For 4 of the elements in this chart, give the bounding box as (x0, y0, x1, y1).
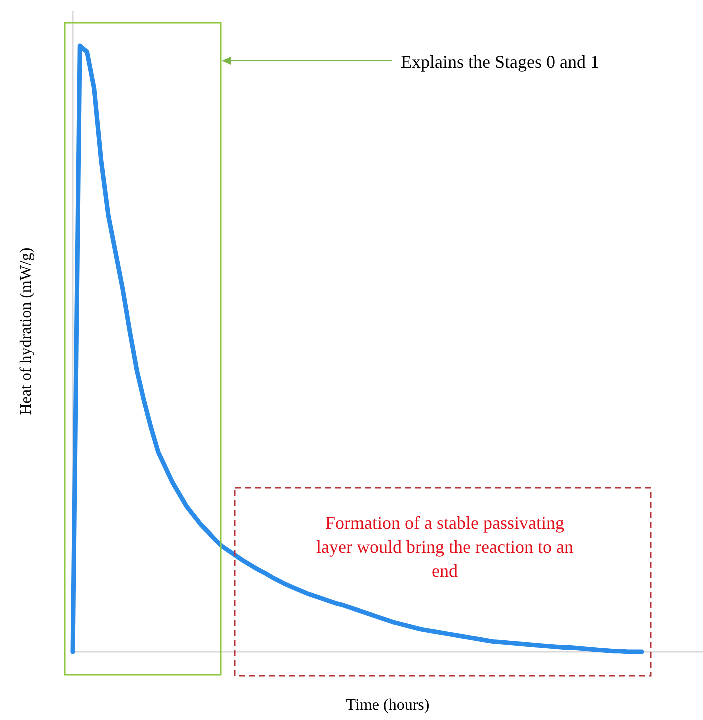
annotation: Formation of a stable passivating layer would bring the reaction to an end (316, 513, 574, 581)
y-axis-title: Heat of hydration (mW/g) (18, 248, 35, 416)
annotation: Explains the Stages 0 and 1 (401, 52, 600, 72)
x-axis-title: Time (hours) (346, 697, 430, 714)
